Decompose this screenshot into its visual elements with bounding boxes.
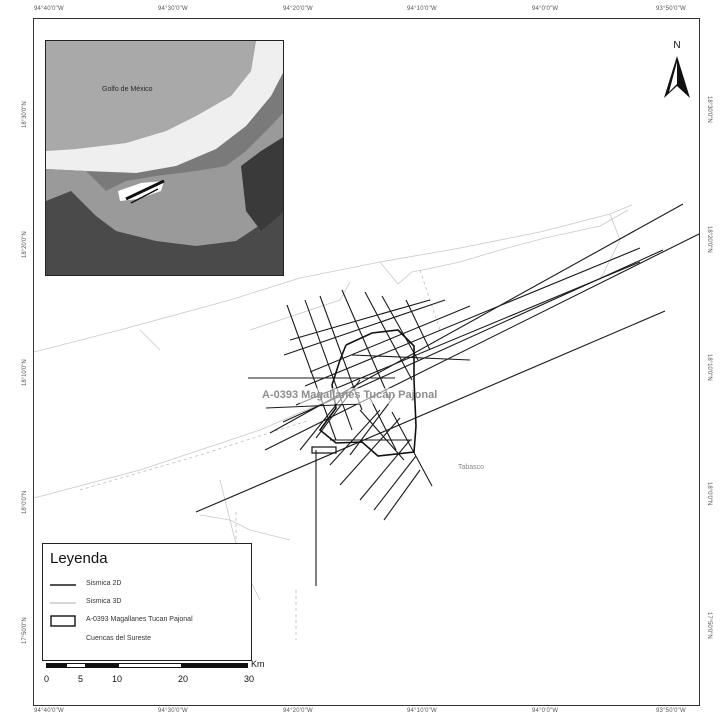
scale-segment — [46, 663, 66, 668]
coord-bottom: 94°30'0"W — [158, 708, 188, 714]
area-label-halo — [300, 388, 410, 404]
north-arrow-icon — [664, 56, 690, 98]
inset-coast-band — [46, 41, 283, 173]
scale-segment — [118, 663, 182, 668]
coord-bottom: 93°50'0"W — [656, 708, 686, 714]
coord-top: 93°50'0"W — [656, 6, 686, 12]
scale-bar: 0 5 10 20 30 Km — [42, 659, 282, 693]
basin-outline — [33, 204, 633, 601]
scale-label: 30 — [244, 674, 255, 684]
coord-top: 94°20'0"W — [283, 6, 313, 12]
scale-label: 5 — [78, 674, 84, 684]
inset-label: Golfo de México — [102, 86, 153, 93]
inset-map: Golfo de México — [45, 40, 284, 276]
coord-top: 94°40'0"W — [34, 6, 64, 12]
coord-bottom: 94°10'0"W — [407, 708, 437, 714]
coord-bottom: 94°20'0"W — [283, 708, 313, 714]
inset-map-drawing: Golfo de México — [46, 41, 283, 275]
scale-label: 10 — [112, 674, 123, 684]
place-label: Tabasco — [458, 464, 485, 471]
area-label: A-0393 Magallanes Tucan Pajonal — [262, 389, 438, 401]
legend: Leyenda Sismica 2D Sismica 3D A-0393 Mag… — [42, 543, 252, 661]
box-icon — [50, 615, 76, 627]
scale-label: 20 — [178, 674, 189, 684]
north-label: N — [673, 40, 681, 51]
inset-mountains — [46, 191, 283, 275]
scale-segment — [182, 663, 248, 668]
coord-bottom: 94°40'0"W — [34, 708, 64, 714]
north-arrow: N — [660, 40, 694, 102]
scale-unit: Km — [251, 659, 265, 669]
dark-line-icon — [50, 584, 76, 586]
coord-top: 94°30'0"W — [158, 6, 188, 12]
legend-label: Cuencas del Sureste — [86, 635, 151, 642]
coord-bottom: 94°0'0"W — [532, 708, 559, 714]
scale-segment — [66, 663, 86, 668]
legend-title: Leyenda — [50, 550, 108, 567]
legend-label: A-0393 Magallanes Tucan Pajonal — [86, 616, 193, 623]
legend-label: Sismica 2D — [86, 580, 122, 587]
map-frame — [33, 18, 700, 706]
light-line-icon — [50, 602, 76, 604]
legend-label: Sismica 3D — [86, 598, 122, 605]
scale-label: 0 — [44, 674, 50, 684]
inset-land-north — [46, 41, 256, 151]
coord-top: 94°0'0"W — [532, 6, 559, 12]
scale-segment — [86, 663, 118, 668]
coord-top: 94°10'0"W — [407, 6, 437, 12]
